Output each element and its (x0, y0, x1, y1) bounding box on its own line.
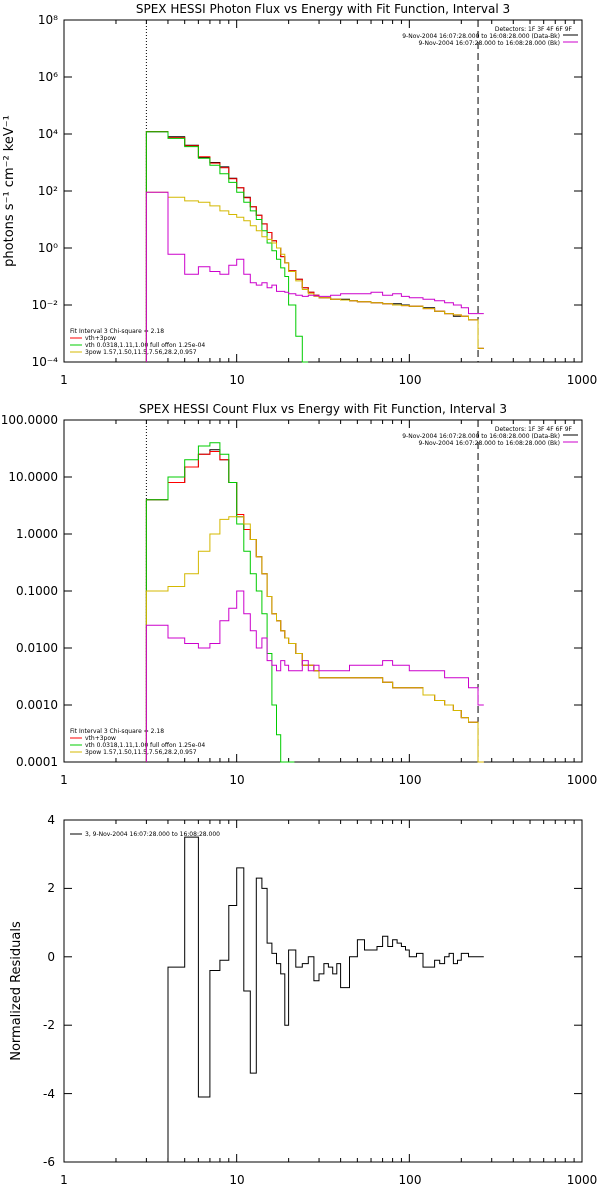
x-tick-label: 100 (399, 1173, 422, 1187)
x-tick-label: 1000 (567, 773, 598, 787)
legend-entry-2: vth 0.0318,1.11,1.00 full offon 1.25e-04 (85, 342, 205, 349)
header-line-3: 9-Nov-2004 16:07:28.000 to 16:08:28.000 … (418, 40, 560, 47)
y-axis-label: photons s⁻¹ cm⁻² keV⁻¹ (2, 115, 17, 267)
header-line-2: 9-Nov-2004 16:07:28.000 to 16:08:28.000 … (402, 433, 560, 440)
y-tick-label: 10² (38, 184, 58, 198)
y-tick-label: 4 (47, 813, 55, 827)
series-line-3pow (145, 191, 484, 362)
header-line-3: 9-Nov-2004 16:07:28.000 to 16:08:28.000 … (418, 440, 560, 447)
photon-flux-panel: SPEX HESSI Photon Flux vs Energy with Fi… (2, 2, 597, 387)
x-tick-label: 1000 (567, 1173, 598, 1187)
legend-entry-2: vth 0.0318,1.11,1.00 full offon 1.25e-04 (85, 742, 205, 749)
legend-entry-1: 3, 9-Nov-2004 16:07:28.000 to 16:08:28.0… (85, 831, 220, 838)
header-line-2: 9-Nov-2004 16:07:28.000 to 16:08:28.000 … (402, 33, 560, 40)
y-tick-label: 10⁸ (38, 13, 58, 27)
y-tick-label: 1.0000 (16, 527, 58, 541)
series-line-3pow (145, 516, 484, 763)
x-tick-label: 10 (229, 373, 244, 387)
series-line-data-bk (145, 131, 484, 362)
legend-entry-1: vth+3pow (85, 735, 116, 742)
header-line-1: Detectors: 1F 3F 4F 6F 9F (495, 26, 573, 33)
legend-title: Fit Interval 3 Chi-square = 2.18 (70, 328, 164, 335)
y-tick-label: 10⁶ (38, 70, 58, 84)
plot-frame (63, 819, 583, 1163)
y-tick-label: -6 (43, 1155, 55, 1169)
y-tick-label: 100.0000 (1, 413, 58, 427)
series-line-bk (145, 590, 484, 762)
y-tick-label: 10⁻⁴ (32, 355, 59, 369)
plot-frame (63, 419, 583, 763)
y-tick-label: 0.1000 (16, 584, 58, 598)
y-tick-label: -2 (43, 1018, 55, 1032)
x-tick-label: 100 (399, 773, 422, 787)
y-tick-label: 10⁴ (38, 127, 58, 141)
y-tick-label: 0 (47, 950, 55, 964)
y-tick-label: 10.0000 (8, 470, 58, 484)
x-tick-label: 1 (60, 1173, 68, 1187)
x-tick-label: 1 (60, 373, 68, 387)
series-line-3-9-nov-2004-16-07-28-000-to-16-08-28-000 (146, 836, 484, 1163)
series-line-bk (145, 191, 484, 362)
series-line-data-bk (145, 449, 484, 763)
legend-entry-1: vth+3pow (85, 335, 116, 342)
x-tick-label: 1000 (567, 373, 598, 387)
header-line-1: Detectors: 1F 3F 4F 6F 9F (495, 426, 573, 433)
x-tick-label: 10 (229, 1173, 244, 1187)
chart-title: SPEX HESSI Photon Flux vs Energy with Fi… (136, 2, 510, 16)
y-tick-label: -4 (43, 1087, 55, 1101)
legend-entry-3: 3pow 1.57,1.50,11.5,7.56,28.2,0.957 (85, 349, 197, 356)
series-line-vth (145, 131, 309, 363)
y-axis-label: Normalized Residuals (9, 921, 24, 1061)
residuals-panel: Normalized Residuals 3, 9-Nov-2004 16:07… (9, 813, 597, 1187)
series-line-vth (145, 442, 295, 763)
legend-entry-3: 3pow 1.57,1.50,11.5,7.56,28.2,0.957 (85, 749, 197, 756)
count-flux-panel: SPEX HESSI Count Flux vs Energy with Fit… (1, 402, 598, 787)
series-line-vth-3pow (145, 451, 484, 763)
y-tick-label: 0.0100 (16, 641, 58, 655)
x-tick-label: 10 (229, 773, 244, 787)
y-tick-label: 10⁻² (32, 298, 59, 312)
y-tick-label: 2 (47, 881, 55, 895)
chart-title: SPEX HESSI Count Flux vs Energy with Fit… (139, 402, 507, 416)
y-tick-label: 10⁰ (38, 241, 58, 255)
plot-frame (63, 19, 583, 363)
y-tick-label: 0.0010 (16, 698, 58, 712)
y-tick-label: 0.0001 (16, 755, 58, 769)
x-tick-label: 1 (60, 773, 68, 787)
x-tick-label: 100 (399, 373, 422, 387)
legend-title: Fit Interval 3 Chi-square = 2.18 (70, 728, 164, 735)
series-line-vth-3pow (145, 131, 484, 362)
